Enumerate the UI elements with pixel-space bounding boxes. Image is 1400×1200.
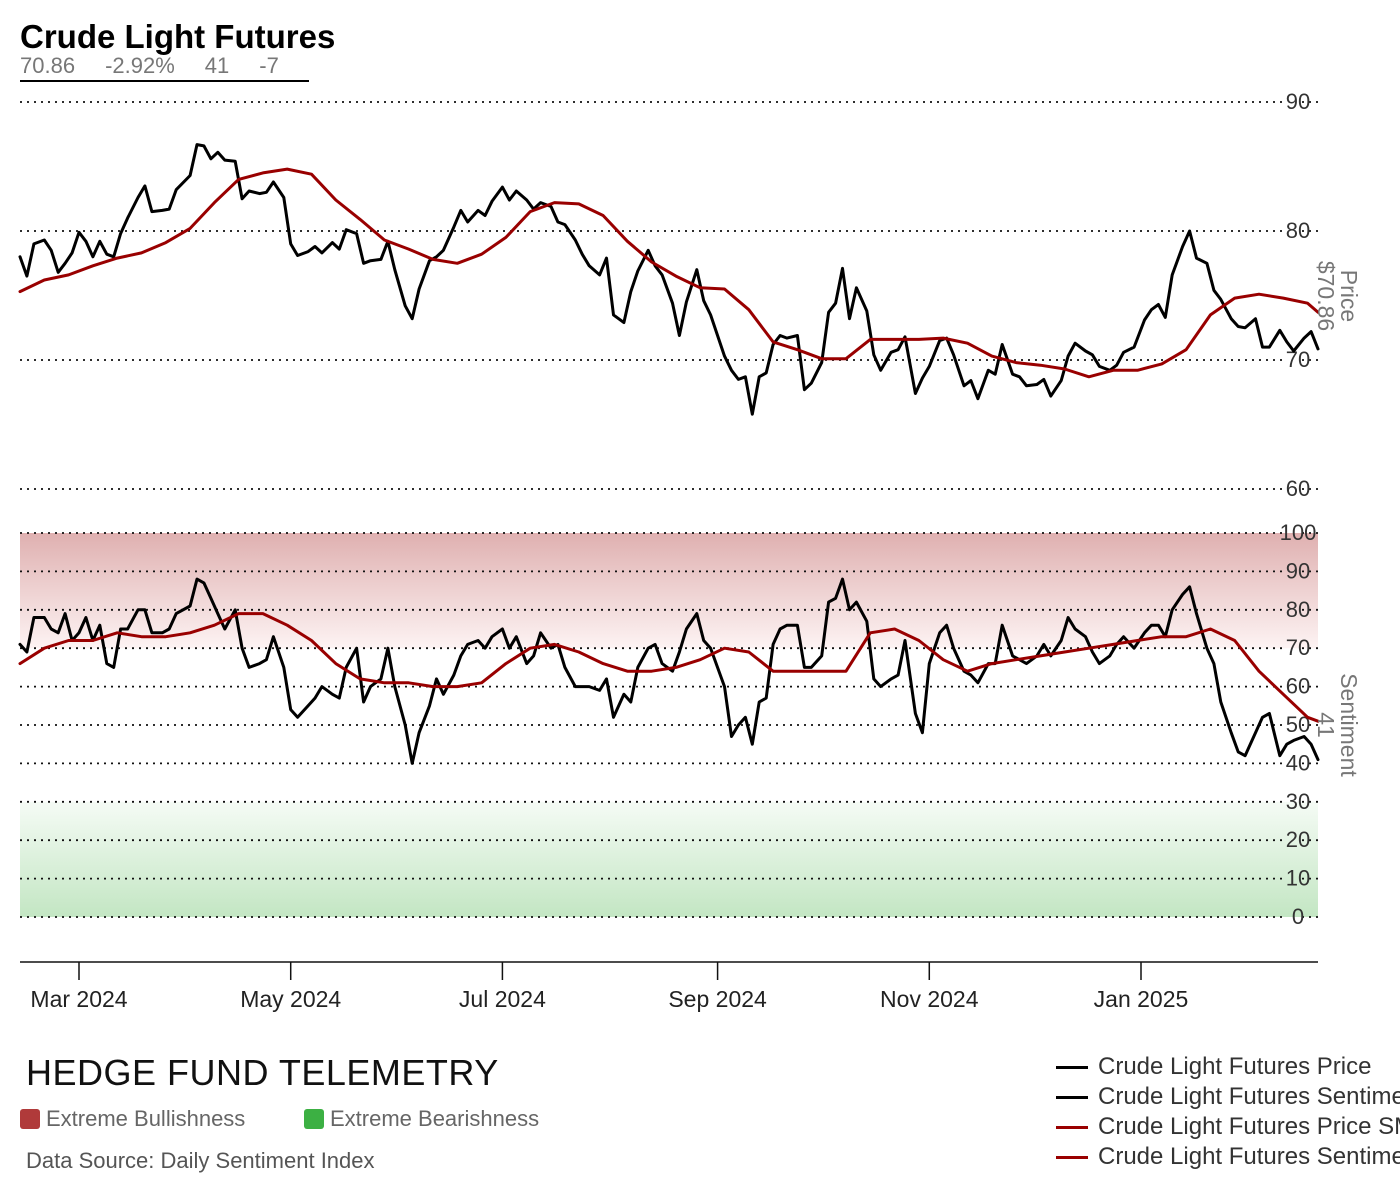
price-line bbox=[18, 143, 1320, 416]
sentiment-tick-label: 60 bbox=[1286, 674, 1310, 699]
sentiment-tick-label: 20 bbox=[1286, 827, 1310, 852]
price-tick-label: 60 bbox=[1286, 476, 1310, 501]
sentiment-tick-label: 70 bbox=[1286, 635, 1310, 660]
legend-label-sentiment: Crude Light Futures Sentiment bbox=[1098, 1083, 1400, 1110]
price-tick-label: 80 bbox=[1286, 218, 1310, 243]
stats-line: 70.86 -2.92% 41 -7 bbox=[20, 53, 309, 82]
legend-item-sentiment: Crude Light Futures Sentiment bbox=[1056, 1082, 1400, 1112]
extreme-bearish-zone bbox=[20, 801, 1318, 917]
sentiment-tick-label: 90 bbox=[1286, 558, 1310, 583]
x-tick-label: Jul 2024 bbox=[459, 986, 546, 1012]
x-tick-label: May 2024 bbox=[240, 986, 341, 1012]
price-axis-value: $70.86 bbox=[1313, 261, 1339, 331]
bearish-swatch bbox=[304, 1109, 324, 1129]
x-tick-label: Sep 2024 bbox=[668, 986, 767, 1012]
stat-price: 70.86 bbox=[20, 53, 76, 78]
extreme-bullish-zone bbox=[20, 533, 1318, 649]
legend-swatch-price-sma bbox=[1056, 1125, 1088, 1129]
chart-title: Crude Light Futures bbox=[20, 18, 336, 55]
sentiment-tick-label: 100 bbox=[1280, 520, 1317, 545]
stat-sentiment-change: -7 bbox=[259, 53, 279, 78]
price-sma-line bbox=[18, 167, 1320, 379]
series-legend: Crude Light Futures Price Crude Light Fu… bbox=[1056, 1052, 1400, 1172]
sentiment-tick-label: 30 bbox=[1286, 789, 1310, 814]
data-source: Data Source: Daily Sentiment Index bbox=[26, 1148, 375, 1173]
sentiment-axis-value: 41 bbox=[1313, 712, 1339, 738]
sentiment-tick-label: 10 bbox=[1286, 866, 1310, 891]
bearish-label: Extreme Bearishness bbox=[330, 1106, 540, 1131]
stat-change: -2.92% bbox=[105, 53, 175, 78]
sentiment-axis-title: Sentiment bbox=[1336, 673, 1362, 777]
legend-swatch-sentiment-sma bbox=[1056, 1155, 1088, 1159]
legend-swatch-price bbox=[1056, 1065, 1088, 1069]
x-tick-label: Mar 2024 bbox=[30, 986, 127, 1012]
price-axis-title: Price bbox=[1336, 270, 1362, 322]
legend-swatch-sentiment bbox=[1056, 1095, 1088, 1099]
legend-item-price: Crude Light Futures Price bbox=[1056, 1052, 1400, 1082]
sentiment-tick-label: 40 bbox=[1286, 750, 1310, 775]
legend-item-sentiment-sma: Crude Light Futures Sentiment SMA bbox=[1056, 1142, 1400, 1172]
sentiment-tick-label: 80 bbox=[1286, 597, 1310, 622]
bullish-label: Extreme Bullishness bbox=[46, 1106, 246, 1131]
brand-name: HEDGE FUND TELEMETRY bbox=[26, 1052, 499, 1093]
sentiment-sma-line bbox=[18, 612, 1320, 723]
zone-key-bearish: Extreme Bearishness bbox=[304, 1106, 539, 1132]
legend-label-price: Crude Light Futures Price bbox=[1098, 1053, 1372, 1080]
bullish-swatch bbox=[20, 1109, 40, 1129]
zone-key-bullish: Extreme Bullishness bbox=[20, 1106, 245, 1132]
stat-sentiment: 41 bbox=[204, 53, 230, 78]
legend-label-price-sma: Crude Light Futures Price SMA bbox=[1098, 1113, 1400, 1140]
x-tick-label: Nov 2024 bbox=[880, 986, 979, 1012]
price-tick-label: 70 bbox=[1286, 347, 1310, 372]
legend-label-sentiment-sma: Crude Light Futures Sentiment SMA bbox=[1098, 1143, 1400, 1170]
legend-item-price-sma: Crude Light Futures Price SMA bbox=[1056, 1112, 1400, 1142]
sentiment-tick-label: 0 bbox=[1292, 904, 1304, 929]
price-tick-label: 90 bbox=[1286, 89, 1310, 114]
x-tick-label: Jan 2025 bbox=[1094, 986, 1189, 1012]
